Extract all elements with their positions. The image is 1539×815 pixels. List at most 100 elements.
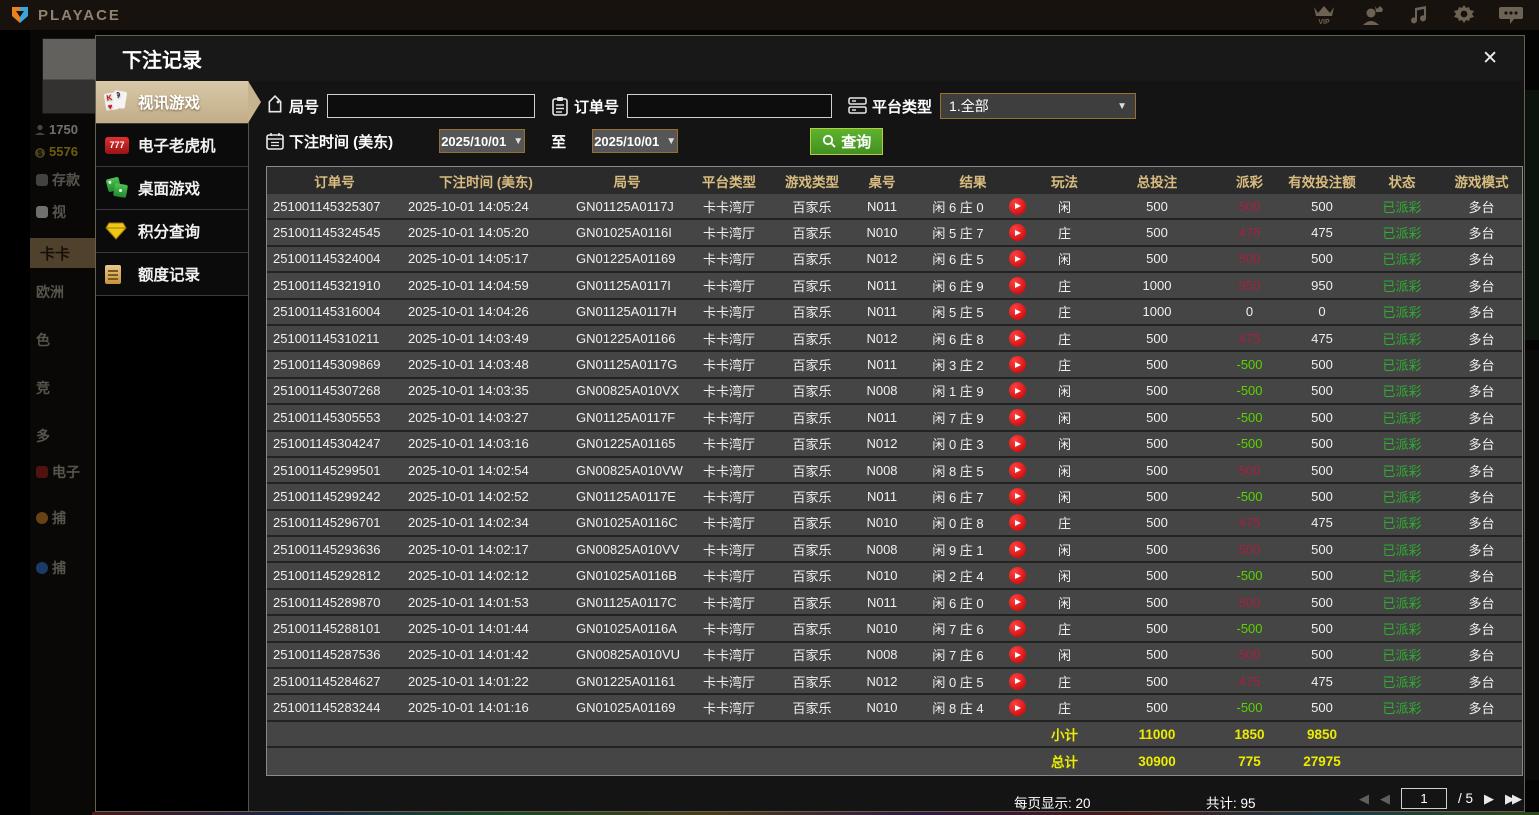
payout-cell: 0: [1245, 304, 1254, 320]
round-number-label: 局号: [289, 98, 320, 116]
replay-cell: [1002, 537, 1032, 561]
play-video-button[interactable]: [1008, 540, 1026, 558]
status-cell: 已派彩: [1382, 542, 1422, 558]
replay-cell: [1002, 484, 1032, 508]
total-bet-cell: 500: [1146, 673, 1168, 689]
play-video-button[interactable]: [1008, 276, 1026, 294]
col-header: 有效投注额: [1288, 174, 1356, 190]
tab-live-games[interactable]: 9 K ♥ 视讯游戏: [96, 81, 248, 124]
settings-icon[interactable]: [1453, 4, 1475, 26]
game-mode-cell: 多台: [1468, 278, 1495, 294]
valid-bet-cell: 500: [1311, 594, 1333, 610]
play-video-button[interactable]: [1008, 356, 1026, 374]
total-bet-cell: 500: [1146, 330, 1168, 346]
svg-text:VIP: VIP: [1318, 19, 1330, 26]
pager-controls: ◀ ◀ / 5 ▶ ▶▶: [1358, 788, 1522, 809]
play-type-cell: 闲: [1057, 542, 1071, 558]
tab-points-query[interactable]: 积分查询: [96, 210, 248, 253]
total-count-label: 共计: 95: [1206, 796, 1256, 811]
bet-time-cell: 2025-10-01 14:02:12: [408, 568, 529, 584]
replay-cell: [1002, 563, 1032, 587]
status-cell: 已派彩: [1382, 437, 1422, 453]
platform-type-select[interactable]: 1.全部 ▼: [940, 93, 1137, 119]
valid-bet-cell: 475: [1311, 225, 1333, 241]
game-type-cell: 百家乐: [792, 489, 832, 505]
play-video-button[interactable]: [1008, 250, 1026, 268]
date-to-select[interactable]: 2025/10/01 ▼: [592, 129, 679, 153]
replay-cell: [1002, 352, 1032, 376]
next-page-icon[interactable]: ▶: [1484, 790, 1494, 806]
table-row: 251001145287536 2025-10-01 14:01:42 GN0082…: [267, 642, 1522, 670]
pagination-bar: 每页显示: 20 共计: 95 ◀ ◀ / 5 ▶ ▶▶: [266, 783, 1523, 815]
chat-icon[interactable]: [1499, 4, 1523, 26]
col-header: 派彩: [1236, 174, 1263, 190]
bet-time-cell: 2025-10-01 14:03:16: [408, 436, 529, 452]
play-video-button[interactable]: [1008, 197, 1026, 215]
payout-cell: -500: [1236, 488, 1263, 504]
chevron-down-icon: ▼: [1117, 100, 1128, 112]
round-number-cell: GN01125A0117J: [576, 198, 674, 214]
first-page-icon[interactable]: ◀: [1358, 790, 1369, 806]
tab-table-games[interactable]: 桌面游戏: [96, 167, 248, 210]
play-video-button[interactable]: [1008, 329, 1026, 347]
play-video-button[interactable]: [1008, 672, 1026, 690]
table-number-cell: N010: [866, 568, 898, 584]
account-icon[interactable]: [1361, 4, 1385, 26]
play-video-button[interactable]: [1008, 487, 1026, 505]
total-bet-cell: 500: [1146, 700, 1168, 716]
subtotal-total-bet: 11000: [1138, 726, 1176, 742]
game-mode-cell: 多台: [1468, 489, 1495, 505]
query-button[interactable]: 查询: [810, 127, 884, 155]
order-number-cell: 251001145296701: [273, 515, 381, 531]
play-video-button[interactable]: [1008, 435, 1026, 453]
tab-quota-records[interactable]: 额度记录: [96, 253, 248, 296]
date-from-select[interactable]: 2025/10/01 ▼: [439, 129, 526, 153]
play-video-button[interactable]: [1008, 303, 1026, 321]
music-icon[interactable]: [1409, 4, 1429, 26]
game-mode-cell: 多台: [1468, 226, 1495, 242]
play-video-button[interactable]: [1008, 646, 1026, 664]
play-video-button[interactable]: [1008, 699, 1026, 717]
vip-icon[interactable]: VIP: [1311, 4, 1337, 26]
table-number-cell: N012: [866, 251, 898, 267]
order-number-input[interactable]: [627, 94, 833, 118]
status-cell: 已派彩: [1382, 410, 1422, 426]
bet-time-cell: 2025-10-01 14:01:44: [408, 620, 529, 636]
order-number-cell: 251001145288101: [273, 620, 381, 636]
play-video-button[interactable]: [1008, 619, 1026, 637]
replay-cell: [1002, 273, 1032, 297]
result-cell: 闲 1 庄 9: [932, 384, 984, 400]
play-type-cell: 庄: [1057, 305, 1071, 321]
total-bet-cell: 500: [1146, 198, 1168, 214]
status-cell: 已派彩: [1382, 516, 1422, 532]
bet-records-modal: 下注记录 ✕ 9 K ♥ 视讯游戏 777 电子老虎机: [95, 35, 1525, 812]
playace-logo[interactable]: PLAYACE: [10, 5, 121, 25]
play-video-button[interactable]: [1008, 461, 1026, 479]
platform-list-icon: [848, 97, 867, 114]
bet-time-cell: 2025-10-01 14:04:59: [408, 277, 529, 293]
play-video-button[interactable]: [1008, 514, 1026, 532]
table-row: 251001145304247 2025-10-01 14:03:16 GN0122…: [267, 431, 1522, 458]
page-number-input[interactable]: [1400, 788, 1447, 809]
per-page-label: 每页显示: 20: [1014, 796, 1091, 811]
prev-page-icon[interactable]: ◀: [1379, 790, 1390, 806]
close-icon[interactable]: ✕: [1482, 48, 1498, 69]
table-row: 251001145299242 2025-10-01 14:02:52 GN0112…: [267, 484, 1522, 511]
chevron-down-icon: ▼: [513, 135, 524, 147]
play-video-button[interactable]: [1008, 408, 1026, 426]
status-cell: 已派彩: [1382, 305, 1422, 321]
play-video-button[interactable]: [1008, 593, 1026, 611]
platform-cell: 卡卡湾厅: [702, 305, 755, 321]
round-number-input[interactable]: [327, 94, 536, 118]
platform-cell: 卡卡湾厅: [702, 569, 755, 585]
round-number-cell: GN01125A0117E: [576, 488, 676, 504]
payout-cell: -500: [1236, 357, 1263, 373]
play-video-button[interactable]: [1008, 224, 1026, 242]
tab-slots[interactable]: 777 电子老虎机: [96, 124, 248, 167]
col-header: 订单号: [314, 174, 355, 190]
play-video-button[interactable]: [1008, 567, 1026, 585]
result-cell: 闲 5 庄 7: [932, 226, 984, 242]
play-video-button[interactable]: [1008, 382, 1026, 400]
last-page-icon[interactable]: ▶▶: [1505, 790, 1522, 806]
tag-icon: [268, 94, 282, 113]
